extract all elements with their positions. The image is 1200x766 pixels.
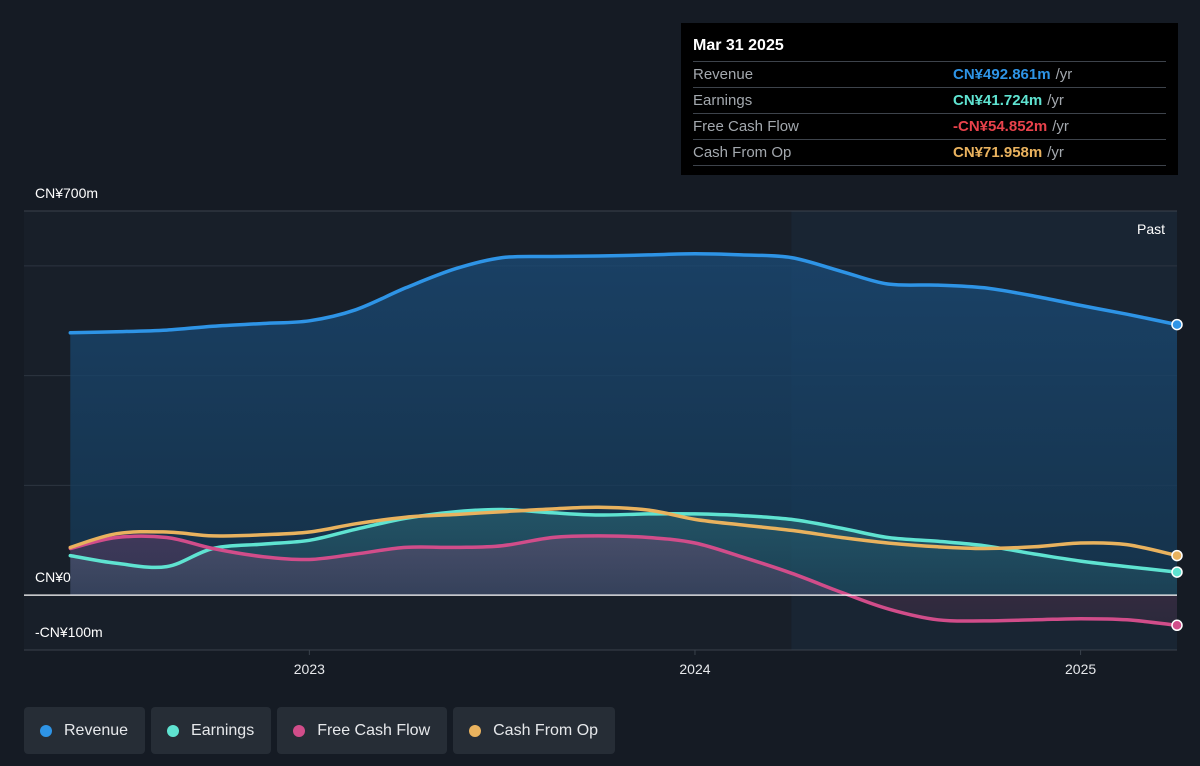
series-end-markers <box>1171 318 1183 632</box>
line-revenue <box>68 252 1179 335</box>
tooltip-row-earnings: Earnings CN¥41.724m /yr <box>693 87 1166 113</box>
legend-item-cash-from-op[interactable]: Cash From Op <box>453 707 616 754</box>
legend-dot-icon <box>293 724 306 737</box>
tooltip-date: Mar 31 2025 <box>693 37 784 54</box>
legend-label: Cash From Op <box>493 721 599 739</box>
legend-label: Earnings <box>191 721 255 739</box>
end-marker-earnings <box>1171 566 1183 578</box>
series-areas <box>70 253 1177 626</box>
tooltip-row-free-cash-flow: Free Cash Flow -CN¥54.852m /yr <box>693 113 1166 139</box>
tooltip-unit: /yr <box>1055 66 1073 83</box>
legend-dot-icon <box>469 724 482 737</box>
tooltip-label: Earnings <box>693 92 753 109</box>
series-lines <box>24 252 1179 628</box>
y-tick-label: CN¥0 <box>35 569 71 585</box>
x-axis: 2023 2024 2025 <box>294 650 1096 677</box>
end-marker-cash-from-op <box>1171 549 1183 562</box>
line-cash-from-op <box>68 505 1179 558</box>
y-tick-label: CN¥700m <box>35 185 98 201</box>
legend-item-revenue[interactable]: Revenue <box>24 707 146 754</box>
x-tick-label: 2025 <box>1065 661 1096 677</box>
line-free-cash-flow <box>68 534 1179 628</box>
past-label: Past <box>1137 221 1165 237</box>
tooltip-value: CN¥71.958m <box>953 144 1043 161</box>
x-tick-label: 2024 <box>679 661 710 677</box>
legend-item-free-cash-flow[interactable]: Free Cash Flow <box>277 707 448 754</box>
legend-dot-icon <box>40 724 52 737</box>
tooltip-unit: /yr <box>1052 118 1069 135</box>
tooltip-value: CN¥492.861m <box>953 66 1051 83</box>
tooltip-row-revenue: Revenue CN¥492.861m /yr <box>693 61 1166 87</box>
tooltip-label: Free Cash Flow <box>693 118 799 135</box>
end-marker-free-cash-flow <box>1171 619 1183 632</box>
legend-dot-icon <box>167 724 180 737</box>
end-marker-revenue <box>1171 318 1183 331</box>
tooltip-value: -CN¥54.852m <box>953 118 1048 135</box>
legend-item-earnings[interactable]: Earnings <box>151 707 272 754</box>
x-tick-label: 2023 <box>294 661 325 677</box>
area-revenue <box>70 253 1177 596</box>
tooltip-unit: /yr <box>1047 144 1064 161</box>
tooltip-unit: /yr <box>1047 92 1064 109</box>
y-axis: CN¥700m CN¥0 -CN¥100m <box>35 185 103 640</box>
tooltip-label: Revenue <box>693 66 754 83</box>
legend-label: Free Cash Flow <box>317 721 431 739</box>
tooltip-panel: Mar 31 2025 Revenue CN¥492.861m /yr Earn… <box>681 23 1178 175</box>
legend: Revenue Earnings Free Cash Flow Cash Fro… <box>24 707 616 754</box>
tooltip-value: CN¥41.724m <box>953 92 1043 109</box>
tooltip-label: Cash From Op <box>693 144 792 161</box>
area-free-cash-flow <box>70 535 1177 626</box>
legend-label: Revenue <box>64 721 129 739</box>
y-tick-label: -CN¥100m <box>35 624 103 640</box>
line-earnings <box>68 507 1179 574</box>
tooltip-row-cash-from-op: Cash From Op CN¥71.958m /yr <box>693 139 1166 166</box>
